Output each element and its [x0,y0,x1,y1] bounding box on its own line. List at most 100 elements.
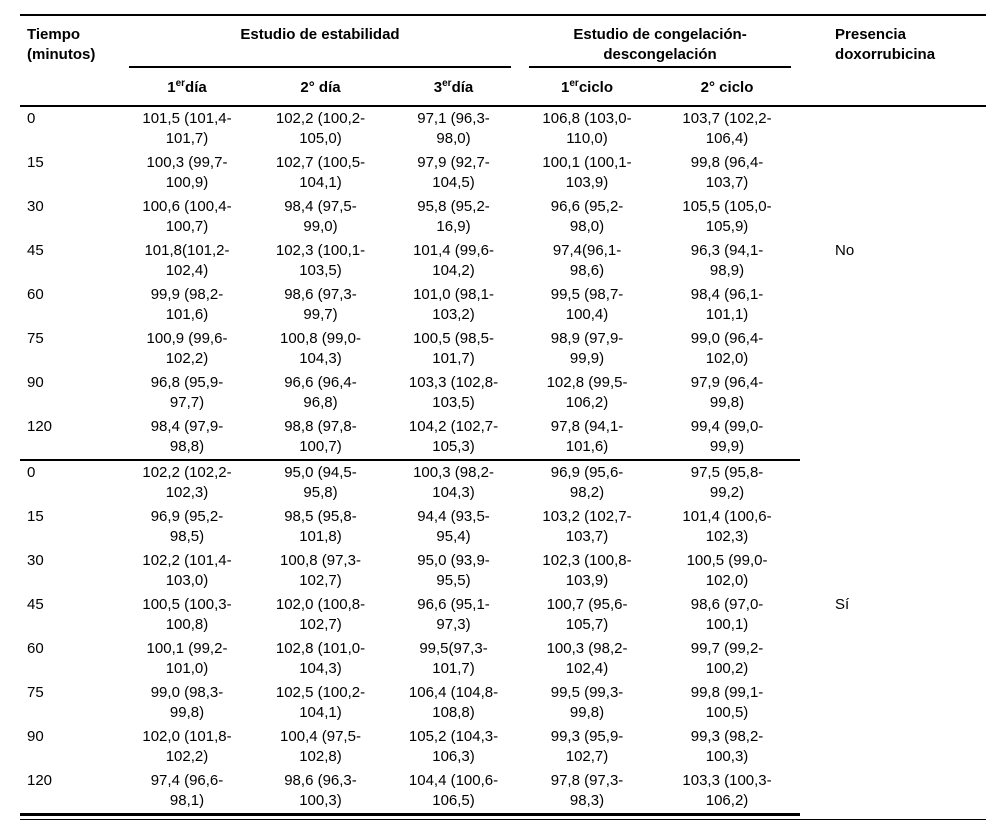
table-row: 0 102,2 (102,2- 102,3) 95,0 (94,5- 95,8) 10… [20,458,986,505]
tiempo-cell: 120 [27,418,53,435]
value-cell: 98,4 (97,5- 99,0) [284,198,357,235]
col-header-ciclo-2: 2° ciclo [654,68,801,107]
value-cell: 100,1 (100,1- 103,9) [542,154,632,191]
value-cell: 100,8 (97,3- 102,7) [280,552,361,589]
presencia-cell: No [835,242,855,259]
value-cell: 103,3 (102,8- 103,5) [408,374,499,411]
table-bottom-rule [20,818,986,820]
value-cell: 102,0 (100,8- 102,7) [275,596,366,633]
value-cell: 98,6 (96,3- 100,3) [254,768,387,816]
tiempo-cell: 15 [27,154,44,171]
table-row: 45 100,5 (100,3- 100,8) 102,0 (100,8- 102,… [20,593,986,637]
table-row: 60 100,1 (99,2- 101,0) 102,8 (101,0- 104,3… [20,637,986,681]
tiempo-cell: 120 [20,768,120,816]
value-cell: 97,5 (95,8- 99,2) [654,458,801,505]
value-cell: 98,6 (97,0- 100,1) [690,596,764,633]
table-row: 45 101,8(101,2- 102,4) 102,3 (100,1- 103,5… [20,239,986,283]
presencia-cell [800,725,986,769]
value-cell: 103,2 (102,7- 103,7) [542,508,632,545]
presencia-cell [800,327,986,371]
table-row: 90 96,8 (95,9- 97,7) 96,6 (96,4- 96,8) 103,… [20,371,986,415]
sub-header-row: 1erdía 2° día 3erdía 1erciclo 2° ciclo [20,68,986,107]
value-cell: 99,9 (98,2- 101,6) [150,286,224,323]
value-cell: 95,0 (94,5- 95,8) [254,458,387,505]
tiempo-cell: 15 [27,508,44,525]
table-row: 15 96,9 (95,2- 98,5) 98,5 (95,8- 101,8) 94,… [20,505,986,549]
presencia-cell [800,769,986,815]
presencia-cell [800,460,986,505]
value-cell: 101,8(101,2- 102,4) [144,242,230,279]
group-header-congelacion-label: Estudio de congelación- descongelación [573,26,747,63]
tiempo-cell: 45 [27,596,44,613]
value-cell: 99,5 (98,7- 100,4) [550,286,624,323]
table-row: 0 101,5 (101,4- 101,7) 102,2 (100,2- 105,0… [20,106,986,151]
value-cell: 98,8 (97,8- 100,7) [284,418,357,455]
value-cell: 102,3 (100,8- 103,9) [542,552,632,589]
presencia-cell [800,106,986,151]
value-cell: 100,7 (95,6- 105,7) [546,596,628,633]
table-row: 120 97,4 (96,6- 98,1) 98,6 (96,3- 100,3) 10… [20,768,986,816]
value-cell: 101,4 (100,6- 102,3) [682,508,772,545]
value-cell: 100,4 (97,5- 102,8) [280,728,361,765]
value-cell: 102,2 (100,2- 105,0) [275,110,366,147]
results-table-wrapper: Tiempo (minutos) Estudio de estabilidad … [20,14,987,820]
value-cell: 95,0 (93,9- 95,5) [417,552,490,589]
presencia-cell [800,549,986,593]
value-cell: 99,3 (95,9- 102,7) [550,728,624,765]
spanner-rule-estabilidad [129,66,512,68]
tiempo-cell: 75 [27,330,44,347]
value-cell: 102,0 (101,8- 102,2) [142,728,232,765]
value-cell: 96,6 (96,4- 96,8) [284,374,357,411]
value-cell: 96,3 (94,1- 98,9) [690,242,764,279]
value-cell: 99,7 (99,2- 100,2) [690,640,764,677]
value-cell: 100,9 (99,6- 102,2) [146,330,228,367]
value-cell: 103,3 (100,3- 106,2) [654,768,801,816]
col-header-dia-2: 2° día [254,68,387,107]
value-cell: 98,6 (97,3- 99,7) [284,286,357,323]
table-row: 75 100,9 (99,6- 102,2) 100,8 (99,0- 104,3)… [20,327,986,371]
value-cell: 106,8 (103,0- 110,0) [542,110,632,147]
presencia-cell [800,637,986,681]
presencia-cell: Sí [835,596,850,613]
value-cell: 102,7 (100,5- 104,1) [275,154,366,191]
value-cell: 100,1 (99,2- 101,0) [146,640,228,677]
value-cell: 97,4(96,1- 98,6) [552,242,622,279]
value-cell: 101,4 (99,6- 104,2) [413,242,494,279]
value-cell: 97,9 (92,7- 104,5) [417,154,490,191]
value-cell: 98,4 (96,1- 101,1) [690,286,764,323]
table-row: 75 99,0 (98,3- 99,8) 102,5 (100,2- 104,1) 1… [20,681,986,725]
tiempo-cell: 0 [27,110,36,127]
value-cell: 99,3 (98,2- 100,3) [690,728,764,765]
tiempo-cell: 0 [20,458,120,505]
tiempo-cell: 75 [27,684,44,701]
value-cell: 98,5 (95,8- 101,8) [284,508,357,545]
value-cell: 100,5 (98,5- 101,7) [413,330,494,367]
table-row: 15 100,3 (99,7- 100,9) 102,7 (100,5- 104,1… [20,151,986,195]
tiempo-cell: 45 [27,242,44,259]
value-cell: 96,8 (95,9- 97,7) [150,374,224,411]
col-header-presencia: Presencia doxorrubicina [800,15,987,107]
value-cell: 98,9 (97,9- 99,9) [550,330,624,367]
value-cell: 103,7 (102,2- 106,4) [682,110,772,147]
value-cell: 102,5 (100,2- 104,1) [275,684,366,721]
tiempo-cell: 60 [27,286,44,303]
value-cell: 99,5 (99,3- 99,8) [550,684,624,721]
table-row: 30 100,6 (100,4- 100,7) 98,4 (97,5- 99,0) 9… [20,195,986,239]
value-cell: 97,9 (96,4- 99,8) [690,374,764,411]
ordinal-superscript: er [442,78,452,89]
value-cell: 104,4 (100,6- 106,5) [387,768,521,816]
table-head: Tiempo (minutos) Estudio de estabilidad … [20,15,987,107]
presencia-cell [800,283,986,327]
presencia-cell [800,151,986,195]
value-cell: 99,4 (99,0- 99,9) [690,418,764,455]
ordinal-superscript: er [569,78,579,89]
results-table: Tiempo (minutos) Estudio de estabilidad … [20,14,987,816]
spanner-rule-congelacion [529,66,792,68]
value-cell: 106,4 (104,8- 108,8) [408,684,499,721]
presencia-cell [800,195,986,239]
tiempo-cell: 90 [27,374,44,391]
value-cell: 100,3 (98,2- 104,3) [387,458,521,505]
value-cell: 95,8 (95,2- 16,9) [417,198,490,235]
table-row: 120 98,4 (97,9- 98,8) 98,8 (97,8- 100,7) 10… [20,415,986,460]
